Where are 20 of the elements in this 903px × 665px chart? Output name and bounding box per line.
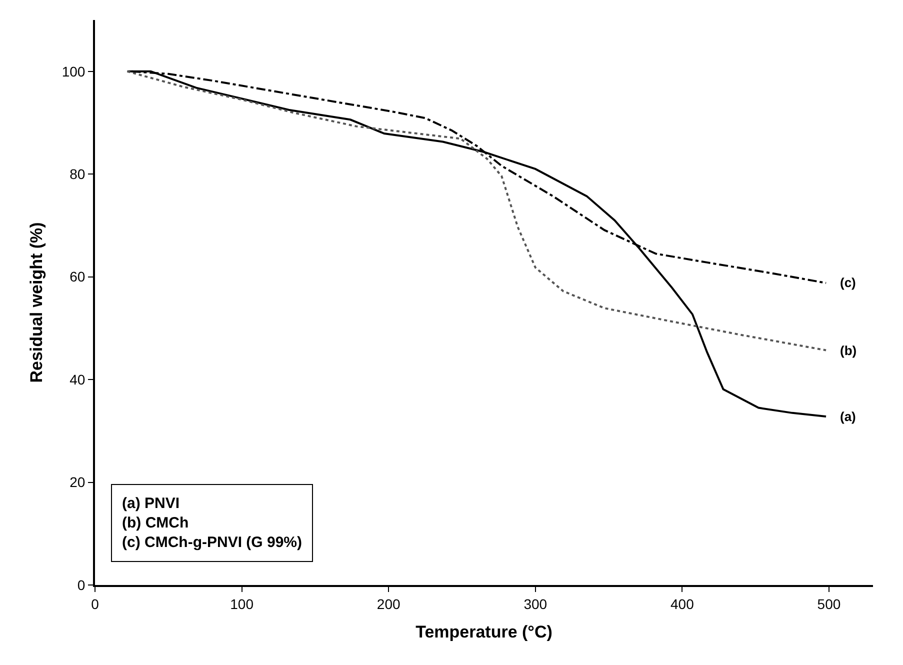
x-tick-label: 100	[230, 596, 254, 612]
y-tick-label: 100	[62, 63, 86, 80]
y-tick-label: 60	[70, 268, 86, 285]
series-label: (b)	[840, 343, 857, 358]
x-tick-label: 400	[670, 596, 694, 612]
line-series	[126, 70, 828, 418]
x-tick-label: 200	[376, 596, 400, 612]
x-axis-title: Temperature (°C)	[416, 622, 552, 642]
y-axis-title: Residual weight (%)	[26, 222, 46, 383]
y-tick-label: 40	[70, 371, 86, 388]
x-tick-label: 500	[817, 596, 841, 612]
x-tick-label: 0	[91, 596, 100, 612]
annotation: (a) PNVI (b) CMCh (c) CMCh-g-PNVI (G 99%)	[122, 495, 302, 551]
y-tick-label: 0	[77, 576, 86, 593]
line-series	[126, 70, 828, 352]
x-tick-label: 300	[524, 596, 548, 612]
series-label: (c)	[840, 275, 856, 290]
y-tick-label: 80	[70, 166, 86, 182]
y-tick-label: 20	[70, 474, 86, 490]
series-label: (a)	[840, 409, 856, 424]
